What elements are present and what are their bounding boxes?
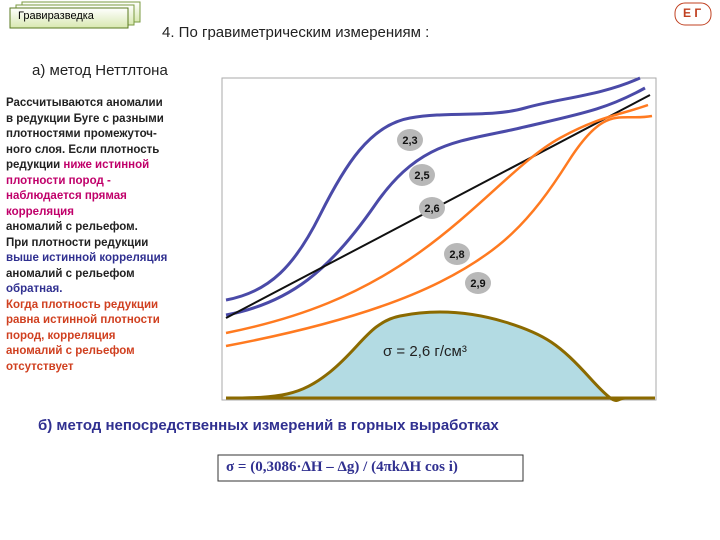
description-line: обратная.	[6, 282, 167, 298]
description-line: ного слоя. Если плотность	[6, 143, 167, 159]
description-line: редукции ниже истинной	[6, 158, 167, 174]
badge-frame	[674, 2, 712, 26]
description-line: Когда плотность редукции	[6, 298, 167, 314]
description-text: Рассчитываются аномалии	[6, 97, 163, 109]
description-text: ниже истинной	[63, 159, 150, 171]
tab	[9, 7, 129, 29]
curve-label: 2,8	[449, 249, 464, 261]
description-line: аномалий с рельефом	[6, 344, 167, 360]
curve	[225, 86, 646, 317]
label-bubble	[397, 129, 423, 151]
description-line: корреляция	[6, 205, 167, 221]
description-line: отсутствует	[6, 360, 167, 376]
formula: σ = (0,3086·ΔH – Δg) / (4πkΔH cos i)	[226, 459, 458, 475]
title: 4. По гравиметрическим измерениям :	[162, 24, 430, 41]
section-b: б) метод непосредственных измерений в го…	[38, 417, 499, 434]
curve	[225, 103, 649, 335]
description-text: аномалий с рельефом	[6, 345, 135, 357]
description-text: Когда плотность редукции	[6, 298, 159, 311]
formula-box	[217, 454, 524, 482]
curve-label: 2,9	[470, 278, 485, 290]
description-text: ного слоя. Если плотность	[6, 143, 160, 156]
curve	[225, 76, 641, 302]
description-line: пород, корреляция	[6, 329, 167, 345]
description-text: пород, корреляция	[6, 329, 116, 342]
description-text: плотностями промежуточ-	[6, 128, 157, 140]
description-line: плотности пород -	[6, 174, 167, 190]
density-label: σ = 2,6 г/см³	[383, 343, 467, 360]
curve-label: 2,6	[424, 203, 439, 215]
section-a: а) метод Неттлтона	[32, 62, 168, 79]
label-bubble	[465, 272, 491, 294]
description-text: выше истинной корреляция	[6, 252, 168, 264]
description-line: равна истинной плотности	[6, 313, 167, 329]
tab-label: Гравиразведка	[18, 10, 94, 22]
description-line: выше истинной корреляция	[6, 251, 167, 267]
description-line: аномалий с рельефом	[6, 267, 167, 283]
relief	[225, 310, 655, 402]
description-text: корреляция	[6, 205, 74, 218]
description-text: плотности пород -	[6, 174, 111, 187]
description-line: аномалий с рельефом.	[6, 220, 167, 236]
description-text: в редукции Буге с разными	[6, 112, 164, 125]
label-bubble	[409, 164, 435, 186]
curve	[225, 114, 653, 348]
badge: Е Г	[683, 6, 702, 20]
description-text: обратная.	[6, 283, 63, 295]
label-bubble	[444, 243, 470, 265]
curve-label: 2,3	[402, 135, 417, 147]
label-bubble	[419, 197, 445, 219]
description-text: равна истинной плотности	[6, 314, 160, 326]
description: Рассчитываются аномалии в редукции Буге с…	[6, 96, 167, 375]
description-line: При плотности редукции	[6, 236, 167, 252]
description-line: Рассчитываются аномалии	[6, 96, 167, 112]
description-text: аномалий с рельефом.	[6, 221, 138, 233]
description-text: отсутствует	[6, 360, 74, 373]
description-line: наблюдается прямая	[6, 189, 167, 205]
description-line: плотностями промежуточ-	[6, 127, 167, 143]
description-text: аномалий с рельефом	[6, 267, 135, 280]
description-line: в редукции Буге с разными	[6, 112, 167, 128]
description-text: редукции	[6, 159, 64, 171]
curve-label: 2,5	[414, 170, 429, 182]
description-text: При плотности редукции	[6, 236, 149, 249]
description-text: наблюдается прямая	[6, 190, 127, 202]
